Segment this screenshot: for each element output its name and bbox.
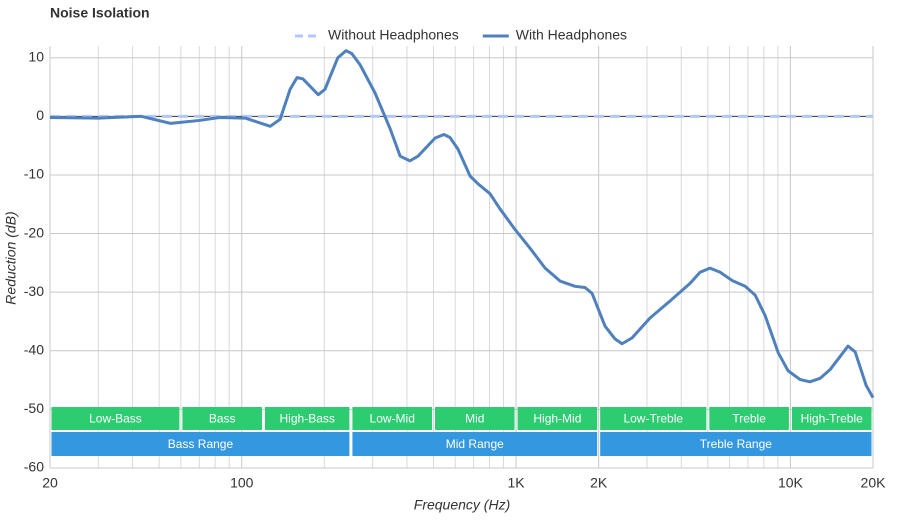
frequency-band <box>51 432 350 456</box>
band-label: Mid Range <box>446 437 504 451</box>
band-label: Treble <box>732 412 766 426</box>
y-tick-label: -50 <box>24 400 44 416</box>
legend-label: With Headphones <box>516 27 627 43</box>
frequency-band <box>352 407 433 430</box>
band-label: Mid <box>465 412 484 426</box>
band-label: Low-Treble <box>623 412 683 426</box>
band-label: High-Bass <box>280 412 335 426</box>
frequency-band <box>709 407 789 430</box>
x-tick-label: 2K <box>590 475 608 491</box>
x-tick-label: 20 <box>42 475 58 491</box>
x-tick-label: 20K <box>861 475 887 491</box>
y-tick-label: -20 <box>24 224 44 240</box>
y-axis-label: Reduction (dB) <box>3 211 19 304</box>
x-tick-label: 100 <box>230 475 254 491</box>
frequency-band <box>791 407 872 430</box>
x-axis-label: Frequency (Hz) <box>414 497 510 513</box>
x-tick-label: 10K <box>778 475 804 491</box>
x-tick-label: 1K <box>508 475 526 491</box>
chart-title: Noise Isolation <box>50 5 150 21</box>
band-label: Bass <box>209 412 236 426</box>
frequency-band <box>182 407 262 430</box>
frequency-band <box>435 407 515 430</box>
band-label: Low-Mid <box>370 412 415 426</box>
band-label: Low-Bass <box>89 412 142 426</box>
frequency-band <box>600 432 872 456</box>
frequency-band <box>51 407 180 430</box>
frequency-band <box>264 407 350 430</box>
y-tick-label: -40 <box>24 341 44 357</box>
y-tick-label: -60 <box>24 459 44 475</box>
y-tick-label: 0 <box>36 107 44 123</box>
band-label: High-Mid <box>533 412 581 426</box>
line-series <box>49 49 875 399</box>
y-tick-label: -10 <box>24 166 44 182</box>
band-label: Bass Range <box>168 437 234 451</box>
legend-label: Without Headphones <box>328 27 459 43</box>
y-tick-label: -30 <box>24 283 44 299</box>
frequency-band <box>352 432 598 456</box>
frequency-band <box>600 407 707 430</box>
frequency-band <box>517 407 598 430</box>
y-tick-label: 10 <box>28 48 44 64</box>
band-label: Treble Range <box>700 437 773 451</box>
band-label: High-Treble <box>801 412 864 426</box>
